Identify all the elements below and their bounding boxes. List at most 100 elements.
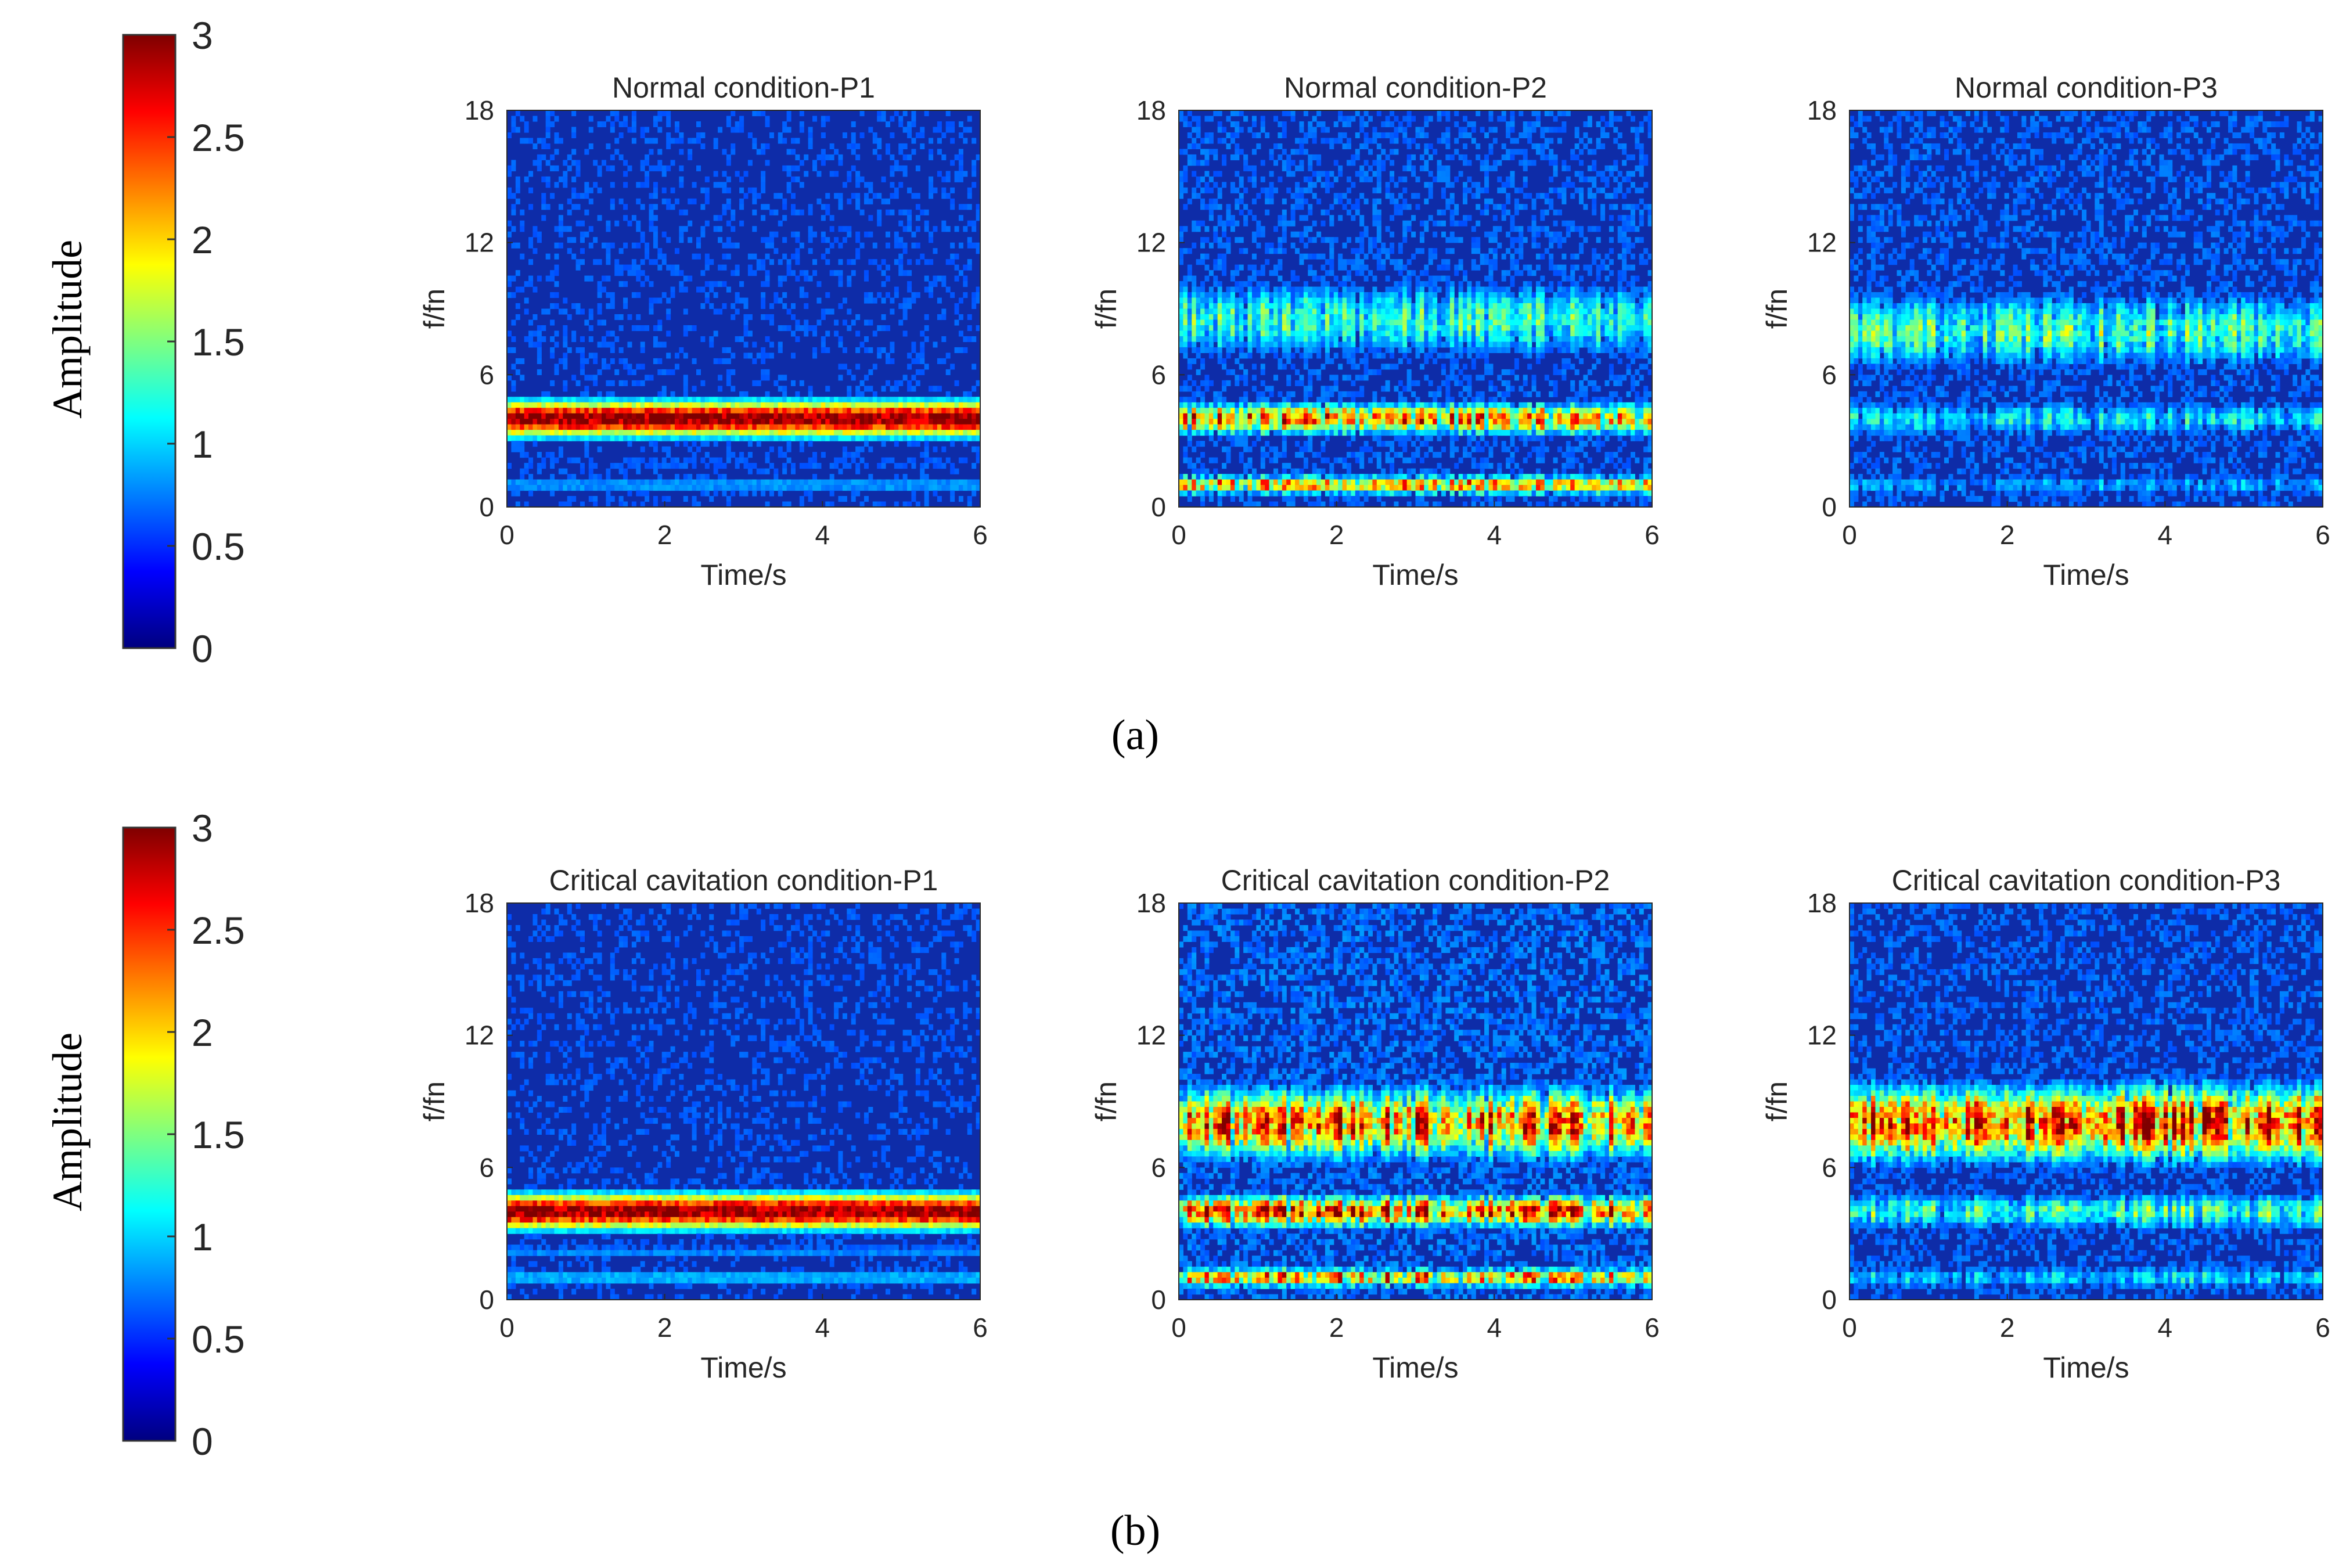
heatmap-cell	[924, 458, 929, 463]
heatmap-cell	[903, 419, 908, 425]
heatmap-cell	[537, 419, 542, 425]
heatmap-cell	[1218, 121, 1222, 127]
heatmap-cell	[589, 199, 593, 204]
heatmap-cell	[671, 270, 675, 276]
heatmap-cell	[1463, 127, 1467, 132]
heatmap-cell	[507, 166, 512, 171]
heatmap-cell	[507, 480, 512, 485]
heatmap-cell	[528, 330, 533, 336]
heatmap-cell	[864, 425, 869, 430]
heatmap-cell	[662, 259, 667, 265]
heatmap-cell	[598, 402, 602, 408]
heatmap-cell	[782, 452, 787, 458]
heatmap-cell	[584, 397, 589, 402]
heatmap-cell	[894, 287, 899, 293]
heatmap-cell	[808, 425, 813, 430]
heatmap-cell	[559, 226, 563, 232]
heatmap-cell	[559, 469, 563, 474]
heatmap-cell	[567, 402, 572, 408]
heatmap-cell	[946, 402, 951, 408]
heatmap-cell	[610, 496, 615, 502]
heatmap-cell	[911, 193, 916, 199]
heatmap-cell	[851, 452, 856, 458]
heatmap-cell	[546, 436, 550, 441]
heatmap-cell	[864, 375, 869, 380]
heatmap-cell	[571, 419, 576, 425]
heatmap-cell	[516, 199, 520, 204]
heatmap-cell	[847, 309, 851, 315]
heatmap-cell	[632, 402, 636, 408]
heatmap-cell	[916, 408, 920, 413]
heatmap-cell	[731, 226, 735, 232]
heatmap-cell	[666, 110, 671, 116]
heatmap-cell	[971, 463, 976, 469]
heatmap-cell	[800, 430, 804, 436]
heatmap-cell	[929, 149, 933, 154]
heatmap-cell	[735, 436, 740, 441]
heatmap-cell	[726, 199, 731, 204]
heatmap-cell	[580, 259, 585, 265]
heatmap-cell	[778, 325, 783, 331]
heatmap-cell	[679, 436, 683, 441]
heatmap-cell	[714, 215, 718, 221]
heatmap-cell	[679, 347, 683, 353]
heatmap-cell	[653, 402, 658, 408]
heatmap-cell	[735, 419, 740, 425]
heatmap-cell	[1390, 132, 1394, 138]
heatmap-cell	[765, 397, 770, 402]
heatmap-cell	[808, 480, 813, 485]
heatmap-cell	[576, 419, 581, 425]
heatmap-cell	[718, 463, 722, 469]
heatmap-cell	[843, 480, 847, 485]
heatmap-cell	[507, 221, 512, 226]
heatmap-cell	[929, 281, 933, 287]
heatmap-cell	[971, 226, 976, 232]
heatmap-cell	[731, 480, 735, 485]
heatmap-cell	[602, 408, 606, 413]
heatmap-cell	[645, 127, 649, 132]
heatmap-cell	[752, 413, 757, 419]
heatmap-cell	[816, 425, 821, 430]
heatmap-cell	[963, 171, 967, 177]
heatmap-cell	[516, 441, 520, 447]
heatmap-cell	[773, 480, 778, 485]
heatmap-cell	[894, 480, 899, 485]
heatmap-cell	[821, 419, 826, 425]
heatmap-cell	[645, 160, 649, 166]
heatmap-cell	[507, 292, 512, 298]
heatmap-cell	[641, 380, 645, 386]
heatmap-cell	[571, 430, 576, 436]
heatmap-cell	[1561, 110, 1566, 116]
heatmap-cell	[632, 397, 636, 402]
heatmap-cell	[765, 402, 770, 408]
colorbar-tick-label: 2	[192, 1011, 213, 1054]
heatmap-cell	[920, 469, 924, 474]
heatmap-cell	[705, 485, 710, 491]
heatmap-cell	[959, 425, 963, 430]
heatmap-cell	[920, 474, 924, 480]
heatmap-cell	[675, 248, 679, 254]
heatmap-cell	[598, 281, 602, 287]
heatmap-cell	[696, 419, 701, 425]
heatmap-cell	[911, 436, 916, 441]
heatmap-cell	[555, 413, 559, 419]
heatmap-cell	[714, 358, 718, 364]
heatmap-cell	[761, 292, 765, 298]
heatmap-cell	[748, 160, 753, 166]
heatmap-cell	[847, 199, 851, 204]
heatmap-cell	[657, 265, 662, 271]
heatmap-cell	[632, 480, 636, 485]
heatmap-cell	[1398, 121, 1403, 127]
heatmap-cell	[950, 441, 955, 447]
heatmap-cell	[834, 408, 839, 413]
heatmap-cell	[800, 160, 804, 166]
heatmap-cell	[924, 402, 929, 408]
heatmap-cell	[834, 319, 839, 325]
heatmap-cell	[830, 480, 834, 485]
heatmap-cell	[881, 270, 886, 276]
heatmap-cell	[610, 358, 615, 364]
colorbar-tick-label: 1.5	[192, 1113, 245, 1156]
heatmap-cell	[1188, 121, 1192, 127]
heatmap-cell	[800, 485, 804, 491]
heatmap-cell	[1179, 116, 1183, 121]
